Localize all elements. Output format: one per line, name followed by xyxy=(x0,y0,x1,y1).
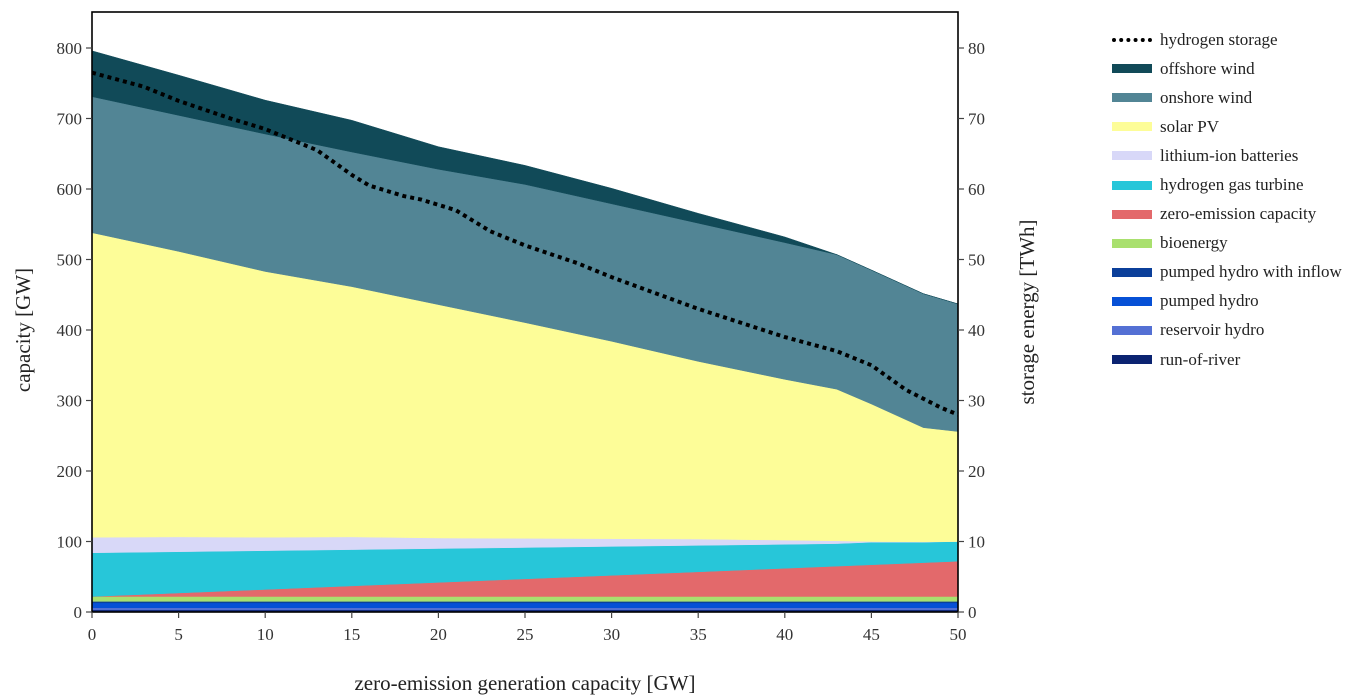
legend-label: pumped hydro xyxy=(1160,291,1259,311)
area-reservoir-hydro xyxy=(91,607,959,611)
area-offshore-wind xyxy=(91,50,959,305)
legend-label: run-of-river xyxy=(1160,349,1241,369)
y2-axis-label: storage energy [TWh] xyxy=(1015,219,1039,404)
y2-tick-label: 80 xyxy=(968,39,985,58)
y2-tick-label: 60 xyxy=(968,180,985,199)
legend-label: lithium-ion batteries xyxy=(1160,145,1299,165)
x-tick-label: 25 xyxy=(517,625,534,644)
legend-label: offshore wind xyxy=(1160,58,1255,78)
x-tick-label: 50 xyxy=(950,625,967,644)
y-tick-label: 100 xyxy=(57,533,83,552)
legend-label: onshore wind xyxy=(1160,87,1253,107)
line-layer xyxy=(91,70,959,417)
legend-color-swatch xyxy=(1112,151,1152,161)
legend-color-swatch xyxy=(1112,296,1152,306)
x-tick-label: 20 xyxy=(430,625,447,644)
y2-tick-label: 40 xyxy=(968,321,985,340)
legend: hydrogen storage offshore wind onshore win… xyxy=(1112,25,1342,374)
legend-dotted-line-swatch xyxy=(1112,37,1152,42)
y-tick-label: 600 xyxy=(57,180,83,199)
legend-color-swatch xyxy=(1112,325,1152,335)
legend-color-swatch xyxy=(1112,238,1152,248)
legend-item: zero-emission capacity xyxy=(1112,200,1342,229)
legend-label: hydrogen gas turbine xyxy=(1160,175,1304,195)
legend-color-swatch xyxy=(1112,355,1152,365)
y-tick-label: 800 xyxy=(57,39,83,58)
legend-item: hydrogen gas turbine xyxy=(1112,170,1342,199)
legend-label: zero-emission capacity xyxy=(1160,204,1317,224)
legend-item: solar PV xyxy=(1112,112,1342,141)
y-tick-label: 300 xyxy=(57,392,83,411)
area-layer xyxy=(91,50,959,613)
legend-label: solar PV xyxy=(1160,116,1220,136)
x-axis-label: zero-emission generation capacity [GW] xyxy=(354,671,695,695)
y2-tick-label: 50 xyxy=(968,251,985,270)
area-pumped-hydro xyxy=(91,602,959,609)
x-tick-label: 0 xyxy=(88,625,97,644)
y-tick-label: 700 xyxy=(57,110,83,129)
legend-color-swatch xyxy=(1112,180,1152,190)
legend-item: pumped hydro with inflow xyxy=(1112,258,1342,287)
area-bioenergy xyxy=(91,596,959,602)
y-tick-label: 400 xyxy=(57,321,83,340)
y-tick-label: 200 xyxy=(57,462,83,481)
y-axis-label: capacity [GW] xyxy=(11,268,35,392)
legend-label: hydrogen storage xyxy=(1160,29,1278,49)
legend-color-swatch xyxy=(1112,209,1152,219)
legend-color-swatch xyxy=(1112,93,1152,103)
legend-item: bioenergy xyxy=(1112,229,1342,258)
x-tick-label: 30 xyxy=(603,625,620,644)
legend-label: bioenergy xyxy=(1160,233,1228,253)
y-tick-label: 0 xyxy=(74,603,83,622)
y-tick-label: 500 xyxy=(57,251,83,270)
x-tick-label: 5 xyxy=(174,625,183,644)
legend-item: run-of-river xyxy=(1112,345,1342,374)
legend-item: pumped hydro xyxy=(1112,287,1342,316)
x-tick-label: 45 xyxy=(863,625,880,644)
legend-item: reservoir hydro xyxy=(1112,316,1342,345)
legend-color-swatch xyxy=(1112,122,1152,132)
legend-item: lithium-ion batteries xyxy=(1112,141,1342,170)
y2-tick-label: 0 xyxy=(968,603,977,622)
legend-color-swatch xyxy=(1112,64,1152,74)
x-axis: 0 5 10 15 20 25 30 35 40 45 50 xyxy=(88,612,967,644)
line-hydrogen-storage xyxy=(91,70,959,417)
legend-label: reservoir hydro xyxy=(1160,320,1265,340)
y-axis-left: 0 100 200 300 400 500 600 700 800 xyxy=(57,39,92,622)
legend-item: offshore wind xyxy=(1112,54,1342,83)
y-axis-right: 0 10 20 30 40 50 60 70 80 xyxy=(958,39,985,622)
legend-item: onshore wind xyxy=(1112,83,1342,112)
x-tick-label: 35 xyxy=(690,625,707,644)
y2-tick-label: 20 xyxy=(968,462,985,481)
legend-item: hydrogen storage xyxy=(1112,25,1342,54)
y2-tick-label: 70 xyxy=(968,110,985,129)
y2-tick-label: 30 xyxy=(968,392,985,411)
x-tick-label: 40 xyxy=(776,625,793,644)
x-tick-label: 15 xyxy=(343,625,360,644)
legend-label: pumped hydro with inflow xyxy=(1160,262,1342,282)
x-tick-label: 10 xyxy=(257,625,274,644)
legend-color-swatch xyxy=(1112,267,1152,277)
y2-tick-label: 10 xyxy=(968,533,985,552)
